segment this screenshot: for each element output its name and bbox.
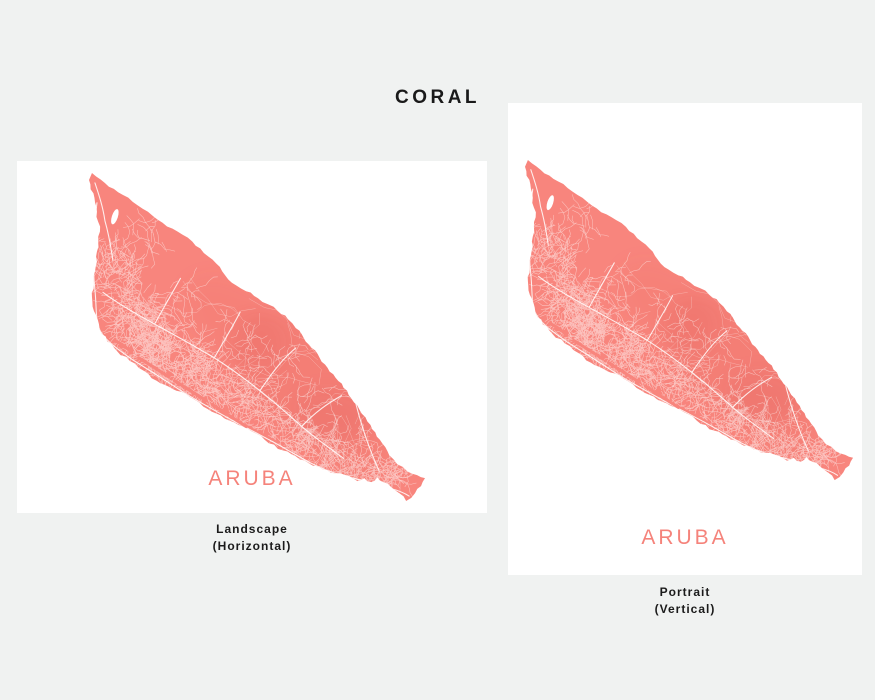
caption-line: (Horizontal): [212, 538, 292, 553]
color-title: CORAL: [394, 87, 481, 108]
aruba-map-portrait: [525, 160, 855, 484]
aruba-map-landscape: [89, 173, 427, 505]
map-label-aruba: ARUBA: [208, 467, 296, 490]
caption-line: (Vertical): [654, 601, 716, 616]
map-print-landscape: ARUBA: [17, 161, 487, 513]
caption-line: Portrait: [659, 585, 711, 599]
map-print-portrait: ARUBA: [508, 103, 862, 575]
map-label-aruba: ARUBA: [641, 526, 729, 549]
caption-landscape: Landscape (Horizontal): [17, 521, 487, 554]
caption-portrait: Portrait (Vertical): [508, 584, 862, 617]
caption-line: Landscape: [216, 522, 288, 536]
